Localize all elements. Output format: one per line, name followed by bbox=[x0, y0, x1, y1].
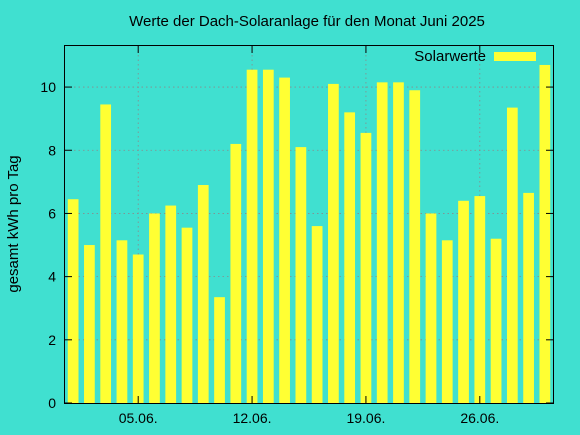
plot-frame bbox=[64, 45, 554, 404]
bars bbox=[67, 64, 551, 404]
axis-ticks: 0 2 4 6 8 10 05.06. 12.06. 19.06. 26.06. bbox=[40, 46, 553, 426]
y-tick-label: 2 bbox=[48, 332, 56, 348]
bar-day-15 bbox=[295, 147, 307, 403]
bar-day-17 bbox=[328, 83, 339, 404]
bar-day-29 bbox=[523, 192, 534, 403]
bar-day-20 bbox=[376, 82, 388, 404]
bar-day-11 bbox=[230, 143, 242, 403]
bar-day-4 bbox=[116, 240, 128, 403]
bar-day-25 bbox=[458, 200, 469, 403]
bar-day-19 bbox=[360, 132, 372, 403]
y-tick-label: 0 bbox=[48, 395, 56, 411]
bar-day-14 bbox=[279, 77, 290, 403]
bar-day-10 bbox=[214, 297, 225, 403]
bar-day-13 bbox=[262, 69, 274, 403]
bar-day-9 bbox=[197, 185, 209, 403]
legend-swatch bbox=[494, 52, 536, 61]
bar-day-16 bbox=[311, 226, 323, 403]
bar-day-12 bbox=[246, 69, 258, 403]
y-tick-label: 8 bbox=[48, 142, 56, 158]
y-axis-label: gesamt kWh pro Tag bbox=[5, 155, 22, 292]
bar-day-8 bbox=[181, 227, 193, 403]
bar-day-5 bbox=[132, 254, 144, 403]
bar-day-3 bbox=[100, 104, 112, 403]
bar-day-1 bbox=[67, 199, 79, 403]
legend-label: Solarwerte bbox=[414, 48, 486, 65]
legend: Solarwerte bbox=[414, 48, 536, 65]
bar-day-26 bbox=[474, 196, 486, 403]
bar-day-30 bbox=[539, 64, 551, 403]
chart-title: Werte der Dach-Solaranlage für den Monat… bbox=[129, 13, 485, 30]
y-tick-label: 10 bbox=[40, 79, 56, 95]
bar-day-27 bbox=[490, 238, 502, 403]
x-tick-label: 05.06. bbox=[119, 410, 158, 426]
bar-day-6 bbox=[149, 213, 160, 403]
x-tick-label: 12.06. bbox=[233, 410, 272, 426]
bar-day-22 bbox=[409, 90, 421, 403]
x-tick-label: 26.06. bbox=[460, 410, 499, 426]
bar-day-2 bbox=[84, 245, 95, 403]
bar-day-7 bbox=[165, 205, 177, 403]
bar-day-24 bbox=[441, 240, 453, 403]
bar-day-28 bbox=[506, 107, 518, 403]
y-tick-label: 6 bbox=[48, 205, 56, 221]
bar-day-23 bbox=[425, 213, 437, 403]
y-tick-label: 4 bbox=[48, 269, 56, 285]
bar-day-21 bbox=[393, 82, 404, 404]
bar-day-18 bbox=[344, 112, 356, 404]
x-tick-label: 19.06. bbox=[346, 410, 385, 426]
